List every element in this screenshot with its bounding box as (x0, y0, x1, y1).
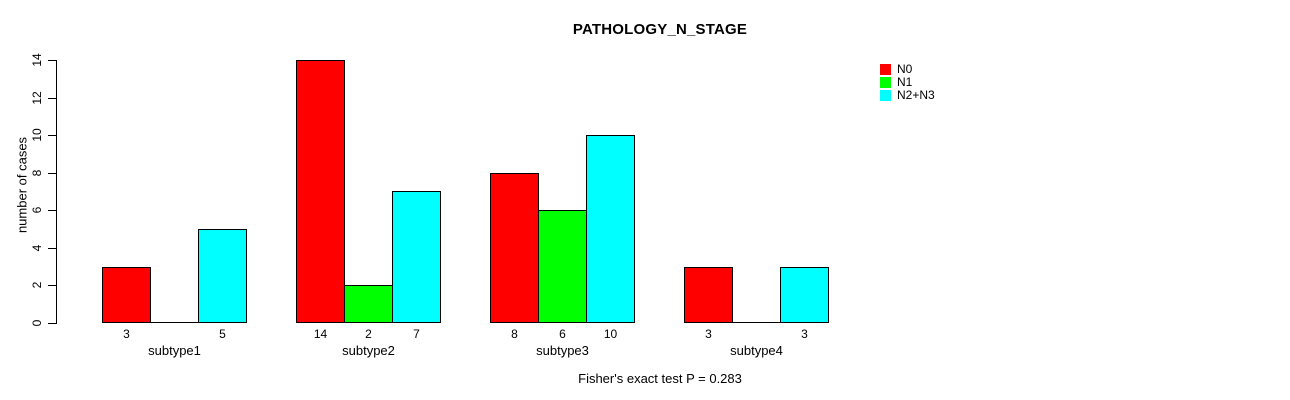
x-axis-category-label: subtype3 (536, 343, 589, 358)
y-axis-tick-label: 10 (30, 128, 44, 142)
legend-item: N2+N3 (880, 88, 935, 102)
bar-value-label: 14 (313, 327, 328, 341)
y-axis-tick (48, 285, 56, 287)
bar-n1-subtype2 (344, 285, 393, 323)
chart-title: PATHOLOGY_N_STAGE (572, 21, 748, 38)
legend-item: N0 (880, 62, 935, 76)
bar-n0-subtype4 (684, 267, 733, 323)
bar-value-label: 3 (801, 327, 808, 341)
y-axis-tick (48, 323, 56, 324)
bar-zero-subtype1 (150, 322, 199, 323)
bar-n2-n3-subtype4 (780, 267, 829, 323)
bar-n2-n3-subtype2 (392, 191, 441, 323)
y-axis-tick (48, 60, 56, 61)
y-axis-tick-label: 4 (30, 244, 44, 252)
bar-value-label: 3 (123, 327, 130, 341)
legend-color-swatch-icon (880, 90, 891, 101)
bar-value-label: 5 (219, 327, 226, 341)
legend-item-label: N1 (897, 75, 913, 89)
y-axis-tick-label: 6 (30, 206, 44, 214)
bar-n2-n3-subtype1 (198, 229, 247, 323)
bar-zero-subtype4 (732, 322, 781, 323)
bar-value-label: 3 (705, 327, 712, 341)
y-axis-tick-label: 14 (30, 53, 44, 67)
bar-value-label: 2 (365, 327, 372, 341)
bar-value-label: 7 (413, 327, 420, 341)
bar-n2-n3-subtype3 (586, 135, 635, 323)
y-axis-tick-label: 2 (30, 282, 44, 289)
legend-item: N1 (880, 75, 935, 89)
x-axis-category-label: subtype1 (148, 343, 201, 358)
y-axis-tick (48, 210, 56, 212)
y-axis-tick (48, 247, 56, 249)
bar-value-label: 8 (511, 327, 518, 341)
bar-n0-subtype1 (102, 267, 151, 323)
bar-n0-subtype2 (296, 60, 345, 323)
x-axis-category-label: subtype4 (730, 343, 783, 358)
bar-n1-subtype3 (538, 210, 587, 323)
legend-color-swatch-icon (880, 77, 891, 88)
bar-value-label: 10 (603, 327, 618, 341)
legend: N0 N1 N2+N3 (880, 62, 935, 102)
x-axis-category-label: subtype2 (342, 343, 395, 358)
y-axis-tick-label: 8 (30, 169, 44, 177)
bar-n0-subtype3 (490, 173, 539, 323)
bar-value-label: 6 (559, 327, 566, 341)
y-axis-tick (48, 97, 56, 99)
legend-item-label: N2+N3 (897, 88, 935, 102)
legend-color-swatch-icon (880, 64, 891, 75)
y-axis-line (56, 60, 57, 324)
y-axis-tick (48, 172, 56, 174)
footnote: Fisher's exact test P = 0.283 (578, 371, 742, 386)
y-axis-tick-label: 12 (30, 90, 44, 105)
y-axis-tick (48, 135, 56, 137)
legend-item-label: N0 (897, 62, 913, 76)
y-axis-tick-label: 0 (30, 319, 44, 327)
